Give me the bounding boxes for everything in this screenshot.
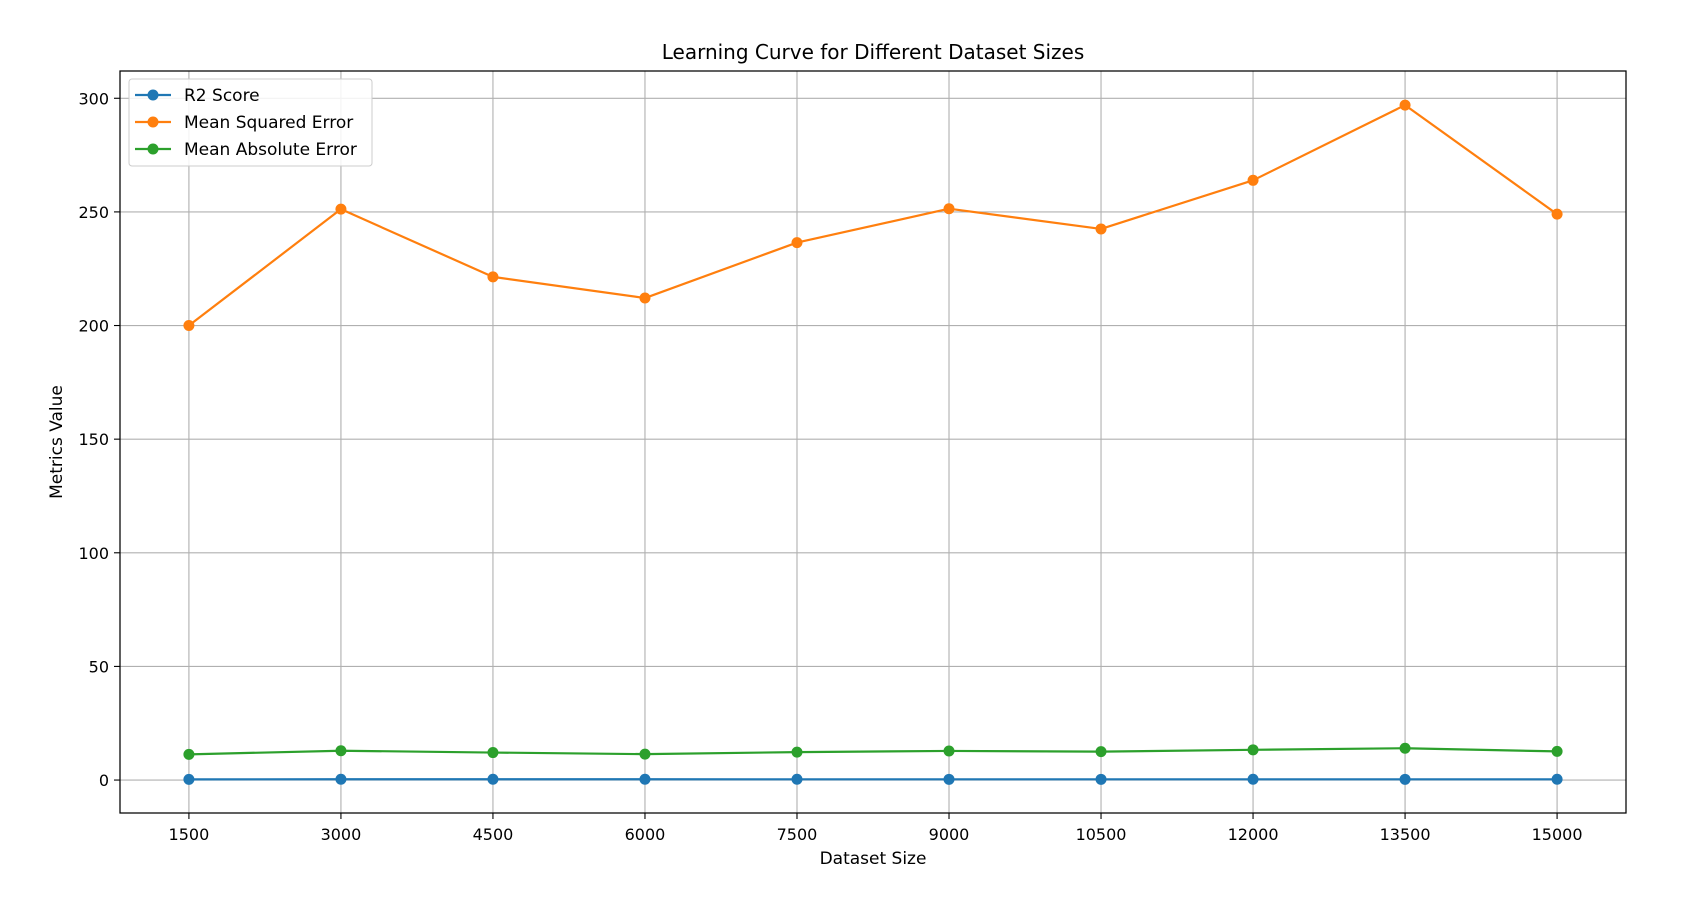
y-tick-label: 150 <box>78 430 109 449</box>
data-point <box>183 773 195 785</box>
data-point <box>183 320 195 332</box>
x-tick-label: 1500 <box>169 825 210 844</box>
chart-title: Learning Curve for Different Dataset Siz… <box>662 40 1085 64</box>
x-tick-label: 13500 <box>1380 825 1431 844</box>
legend-item: Mean Squared Error <box>135 113 353 133</box>
data-point <box>791 237 803 249</box>
data-point <box>639 773 651 785</box>
legend-item: R2 Score <box>135 86 260 106</box>
y-tick-label: 50 <box>89 657 109 676</box>
data-point <box>335 745 347 757</box>
data-point <box>487 271 499 283</box>
data-point <box>1551 745 1563 757</box>
data-point <box>335 203 347 215</box>
legend: R2 Score Mean Squared Error Mean Absolute … <box>128 78 373 167</box>
y-tick-label: 100 <box>78 544 109 563</box>
data-point <box>1095 746 1107 758</box>
data-point <box>1399 773 1411 785</box>
y-tick-label: 300 <box>78 89 109 108</box>
series-mean-absolute-error <box>183 742 1563 760</box>
data-point <box>487 747 499 759</box>
data-point <box>1095 223 1107 235</box>
legend-swatch-marker <box>147 89 159 101</box>
data-point <box>1247 174 1259 186</box>
data-point <box>791 773 803 785</box>
series-line <box>188 747 1558 756</box>
x-tick-label: 6000 <box>625 825 666 844</box>
x-axis-ticks: 1500 3000 4500 6000 7500 9000 10500 12000 13500 1… <box>169 813 1583 844</box>
data-point <box>943 773 955 785</box>
legend-label: Mean Squared Error <box>184 113 353 133</box>
data-point <box>1247 744 1259 756</box>
data-point <box>639 748 651 760</box>
data-point <box>335 773 347 785</box>
data-point <box>943 745 955 757</box>
grid-lines <box>120 71 1626 813</box>
series-r2-score <box>183 773 1563 785</box>
data-point <box>183 748 195 760</box>
data-point <box>1247 773 1259 785</box>
x-axis-label: Dataset Size <box>820 849 927 869</box>
data-point <box>1095 773 1107 785</box>
legend-swatch-marker <box>147 116 159 128</box>
legend-label: R2 Score <box>184 86 260 106</box>
y-tick-label: 0 <box>99 771 109 790</box>
legend-item: Mean Absolute Error <box>135 140 357 160</box>
x-tick-label: 9000 <box>929 825 970 844</box>
data-point <box>943 203 955 215</box>
data-point <box>791 746 803 758</box>
x-tick-label: 3000 <box>321 825 362 844</box>
series-mean-squared-error <box>183 99 1563 332</box>
y-tick-label: 250 <box>78 203 109 222</box>
plot-frame <box>119 70 1627 814</box>
series-layer <box>183 99 1563 785</box>
legend-box <box>128 78 373 167</box>
data-point <box>1399 99 1411 111</box>
data-point <box>487 773 499 785</box>
y-axis-ticks: 0 50 100 150 200 250 300 <box>78 89 120 790</box>
legend-swatch-marker <box>147 143 159 155</box>
y-tick-label: 200 <box>78 317 109 336</box>
series-line <box>188 103 1558 327</box>
data-point <box>639 292 651 304</box>
x-tick-label: 12000 <box>1228 825 1279 844</box>
data-point <box>1551 773 1563 785</box>
x-tick-label: 15000 <box>1532 825 1583 844</box>
x-tick-label: 7500 <box>777 825 818 844</box>
data-point <box>1551 208 1563 220</box>
data-point <box>1399 742 1411 754</box>
legend-label: Mean Absolute Error <box>184 140 357 160</box>
x-tick-label: 4500 <box>473 825 514 844</box>
x-tick-label: 10500 <box>1076 825 1127 844</box>
y-axis-label: Metrics Value <box>47 385 67 499</box>
